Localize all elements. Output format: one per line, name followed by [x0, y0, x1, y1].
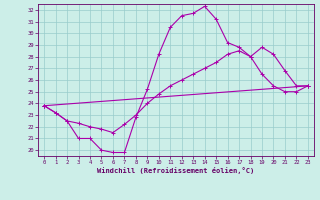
X-axis label: Windchill (Refroidissement éolien,°C): Windchill (Refroidissement éolien,°C) — [97, 167, 255, 174]
